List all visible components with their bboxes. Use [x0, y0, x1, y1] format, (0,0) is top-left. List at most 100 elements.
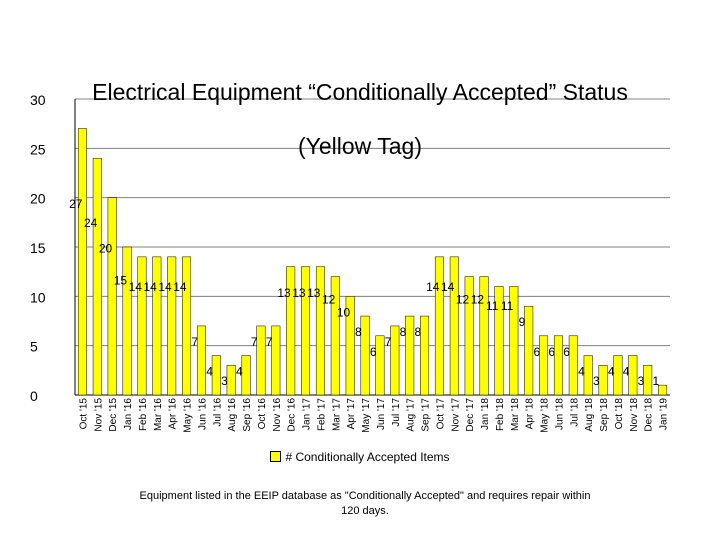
x-tick-label: Nov '17: [450, 398, 461, 432]
bar: [568, 335, 578, 396]
x-tick-label: Dec '15: [108, 398, 119, 432]
x-tick-label: Jan '17: [302, 398, 313, 430]
data-label: 8: [400, 325, 407, 339]
bar: [524, 305, 534, 396]
data-label: 15: [114, 274, 128, 288]
x-tick-label: Oct '15: [78, 398, 89, 430]
data-label: 11: [501, 299, 514, 313]
data-label: 12: [471, 293, 485, 307]
data-label: 1: [653, 374, 660, 388]
data-label: 6: [370, 345, 377, 359]
bar: [167, 256, 177, 396]
x-tick-label: Nov '16: [272, 398, 283, 432]
bar: [182, 256, 192, 396]
bar: [420, 315, 430, 396]
bar: [479, 276, 489, 396]
legend-label: # Conditionally Accepted Items: [285, 449, 450, 464]
bar: [449, 256, 459, 396]
bar: [494, 286, 504, 396]
data-label: 3: [221, 374, 228, 388]
bar: [390, 325, 400, 396]
bar: [345, 296, 355, 396]
bar: [583, 355, 593, 396]
y-tick-label: 0: [30, 388, 38, 404]
data-label: 6: [563, 345, 570, 359]
x-tick-label: Jun '17: [376, 398, 387, 430]
bar: [107, 197, 117, 396]
data-label: 13: [277, 286, 291, 300]
y-tick-label: 20: [30, 191, 46, 207]
bar: [211, 355, 221, 396]
data-label: 12: [322, 293, 336, 307]
data-label: 7: [385, 335, 392, 349]
bar: [509, 286, 519, 396]
bar: [271, 325, 281, 396]
chart-title: Electrical Equipment “Conditionally Acce…: [60, 52, 660, 187]
data-label: 7: [251, 335, 258, 349]
x-tick-label: Dec '18: [644, 398, 655, 432]
bar: [286, 266, 296, 396]
data-label: 13: [307, 286, 321, 300]
data-label: 4: [623, 365, 630, 379]
data-label: 9: [519, 315, 526, 329]
x-tick-label: Jul '18: [569, 398, 580, 427]
bar: [196, 325, 206, 396]
bar: [553, 335, 563, 396]
data-label: 6: [548, 345, 555, 359]
x-tick-label: Feb '18: [495, 398, 506, 431]
x-tick-label: Jul '17: [391, 398, 402, 427]
bar: [643, 365, 653, 396]
bar: [122, 246, 132, 396]
chart-footnote: Equipment listed in the EEIP database as…: [139, 490, 591, 517]
x-tick-label: Mar '17: [331, 398, 342, 431]
x-tick-label: Jan '19: [659, 398, 670, 430]
y-tick-label: 10: [30, 289, 46, 305]
data-label: 7: [266, 335, 273, 349]
data-label: 14: [441, 280, 455, 294]
y-tick-label: 25: [30, 141, 46, 157]
x-tick-label: Nov '15: [93, 398, 104, 432]
data-label: 7: [191, 335, 198, 349]
bar: [539, 335, 549, 396]
x-tick-label: Apr '16: [168, 398, 179, 430]
bar: [434, 256, 444, 396]
bar: [360, 315, 370, 396]
chart-title-line-2: (Yellow Tag): [297, 133, 423, 159]
x-tick-label: Jan '16: [123, 398, 134, 430]
x-tick-label: Feb '17: [316, 398, 327, 431]
x-tick-label: Sep '18: [599, 398, 610, 432]
data-label: 8: [415, 325, 422, 339]
y-tick-label: 30: [30, 92, 46, 108]
bar: [92, 157, 102, 396]
bar: [256, 325, 266, 396]
y-tick-label: 5: [30, 339, 38, 355]
data-label: 14: [173, 280, 187, 294]
bar: [152, 256, 162, 396]
x-tick-label: Dec '16: [287, 398, 298, 432]
x-tick-label: May '18: [540, 398, 551, 433]
x-tick-label: Mar '18: [510, 398, 521, 431]
data-label: 6: [534, 345, 541, 359]
data-label: 14: [143, 280, 157, 294]
x-tick-label: Apr '18: [525, 398, 536, 430]
x-tick-label: Oct '17: [435, 398, 446, 430]
data-label: 27: [69, 197, 83, 211]
bar: [301, 266, 311, 396]
x-tick-label: Aug '18: [584, 398, 595, 432]
data-label: 3: [638, 374, 645, 388]
x-tick-label: Apr '17: [346, 398, 357, 430]
data-label: 14: [129, 280, 143, 294]
bar: [241, 355, 251, 396]
bar: [226, 365, 236, 396]
x-tick-label: Jun '16: [197, 398, 208, 430]
x-tick-label: Jul '16: [212, 398, 223, 427]
bar: [405, 315, 415, 396]
data-label: 3: [593, 374, 600, 388]
legend-swatch: [270, 451, 282, 463]
chart-legend: # Conditionally Accepted Items: [0, 449, 720, 464]
x-tick-label: Feb '16: [138, 398, 149, 431]
data-label: 24: [84, 216, 98, 230]
x-tick-label: Sep '16: [242, 398, 253, 432]
x-tick-label: May '16: [183, 398, 194, 433]
